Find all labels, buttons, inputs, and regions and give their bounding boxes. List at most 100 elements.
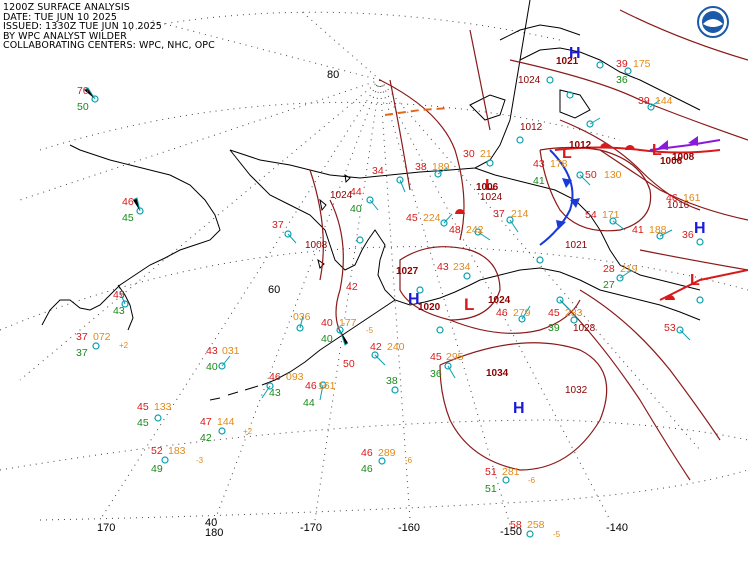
dewpoint: 50 — [77, 101, 89, 113]
dewpoint: 40 — [206, 361, 218, 373]
low-center-value: 1006 — [660, 156, 683, 167]
graticule-labels: 80 60 40 170 180 -170 -160 -150 -140 — [97, 69, 628, 539]
temperature: 46 — [361, 447, 373, 459]
pressure-tendency: -5 — [366, 326, 374, 335]
temperature: 47 — [200, 416, 212, 428]
temperature: 50 — [343, 358, 355, 370]
pressure-tendency: -3 — [196, 456, 204, 465]
noaa-logo — [697, 6, 729, 38]
isobar-label: 1008 — [305, 240, 328, 251]
latitude-label: 80 — [327, 69, 339, 81]
temperature: 37 — [493, 208, 505, 220]
low-center-symbol: L — [464, 295, 474, 314]
longitude-label: -140 — [606, 522, 628, 534]
issued-time: ISSUED: 1330Z TUE JUN 10 2025 — [3, 21, 162, 33]
pressure: 183 — [168, 445, 186, 457]
isobar-label: 1032 — [565, 385, 588, 396]
low-center-symbol: L — [652, 142, 662, 159]
pressure-tendency: +2 — [243, 427, 253, 436]
map-header: 1200Z SURFACE ANALYSIS DATE: TUE JUN 10 … — [3, 3, 215, 51]
temperature: 46 — [496, 307, 508, 319]
temperature: 34 — [372, 165, 384, 177]
dewpoint: 37 — [76, 347, 88, 359]
temperature: 53 — [664, 322, 676, 334]
pressure: 189 — [432, 161, 450, 173]
dewpoint: 51 — [485, 483, 497, 495]
collaborating-centers: COLLABORATING CENTERS: WPC, NHC, OPC — [3, 40, 215, 52]
temperature: 45 — [548, 307, 560, 319]
analysis-title: 1200Z SURFACE ANALYSIS — [3, 2, 130, 13]
pressure: 093 — [286, 371, 304, 383]
pressure: 21 — [480, 148, 492, 160]
pressure: 130 — [604, 169, 622, 181]
temperature: 46 — [305, 380, 317, 392]
pressure: 072 — [93, 331, 111, 343]
temperature: 46 — [666, 192, 678, 204]
dewpoint: 45 — [122, 212, 134, 224]
temperature: 30 — [463, 148, 475, 160]
high-center-symbol: H — [694, 220, 706, 237]
temperature: 42 — [370, 341, 382, 353]
analysis-date: DATE: TUE JUN 10 2025 — [3, 11, 117, 23]
dewpoint: 44 — [303, 397, 315, 409]
temperature: 70 — [77, 85, 89, 97]
low-center-value: 1012 — [569, 140, 592, 151]
temperature: 28 — [603, 263, 615, 275]
pressure-tendency: -6 — [405, 456, 413, 465]
pressure: 171 — [602, 209, 620, 221]
longitude-label: -160 — [398, 522, 420, 534]
dewpoint: 41 — [533, 175, 545, 187]
temperature: 41 — [632, 224, 644, 236]
pressure: 177 — [339, 317, 357, 329]
isobar-labels: 1024 1008 1032 1028 1021 1024 1024 1012 … — [305, 75, 690, 396]
dewpoint: 46 — [361, 463, 373, 475]
dewpoint: 43 — [113, 305, 125, 317]
latitude-label: 40 — [205, 517, 217, 529]
dewpoint: 42 — [200, 432, 212, 444]
temperature: 43 — [533, 158, 545, 170]
station-markers — [91, 61, 704, 538]
temperature: 45 — [430, 351, 442, 363]
pressure: 161 — [683, 192, 701, 204]
pressure: 219 — [620, 263, 638, 275]
pressure: 133 — [154, 401, 172, 413]
isobar-label: 1024 — [480, 192, 503, 203]
low-center-symbol: L — [562, 145, 572, 162]
low-center-value: 1006 — [476, 182, 499, 193]
temperature: 50 — [585, 169, 597, 181]
isobar-label: 1024 — [330, 190, 353, 201]
fronts — [384, 107, 748, 301]
temperature: 58 — [510, 519, 522, 531]
dewpoint: 38 — [386, 375, 398, 387]
dewpoint: 40 — [321, 333, 333, 345]
dewpoint: 39 — [548, 322, 560, 334]
pressure: 031 — [222, 345, 240, 357]
longitude-label: 180 — [205, 527, 223, 539]
high-center-value: 1021 — [556, 56, 579, 67]
dewpoint: 45 — [137, 417, 149, 429]
low-center-symbol: L — [485, 177, 495, 194]
pressure: 188 — [649, 224, 667, 236]
pressure: 161 — [318, 380, 336, 392]
pressure: 036 — [293, 311, 311, 323]
pressure: 214 — [511, 208, 529, 220]
temperature: 37 — [272, 219, 284, 231]
pressure: 234 — [453, 261, 471, 273]
dewpoint: 43 — [269, 387, 281, 399]
temperature: 45 — [113, 289, 125, 301]
pressure: 281 — [502, 466, 520, 478]
temperature: 38 — [415, 161, 427, 173]
pressure: 224 — [423, 212, 441, 224]
temperature: 54 — [585, 209, 597, 221]
low-center-value: 1024 — [488, 295, 511, 306]
longitude-label: -150 — [500, 526, 522, 538]
coastlines — [41, 0, 701, 401]
low-center-value: 1008 — [672, 152, 695, 163]
temperature: 43 — [206, 345, 218, 357]
warm-front — [554, 146, 721, 154]
trough-line — [384, 107, 451, 116]
high-center-symbol: H — [513, 400, 525, 417]
longitude-label: -170 — [300, 522, 322, 534]
